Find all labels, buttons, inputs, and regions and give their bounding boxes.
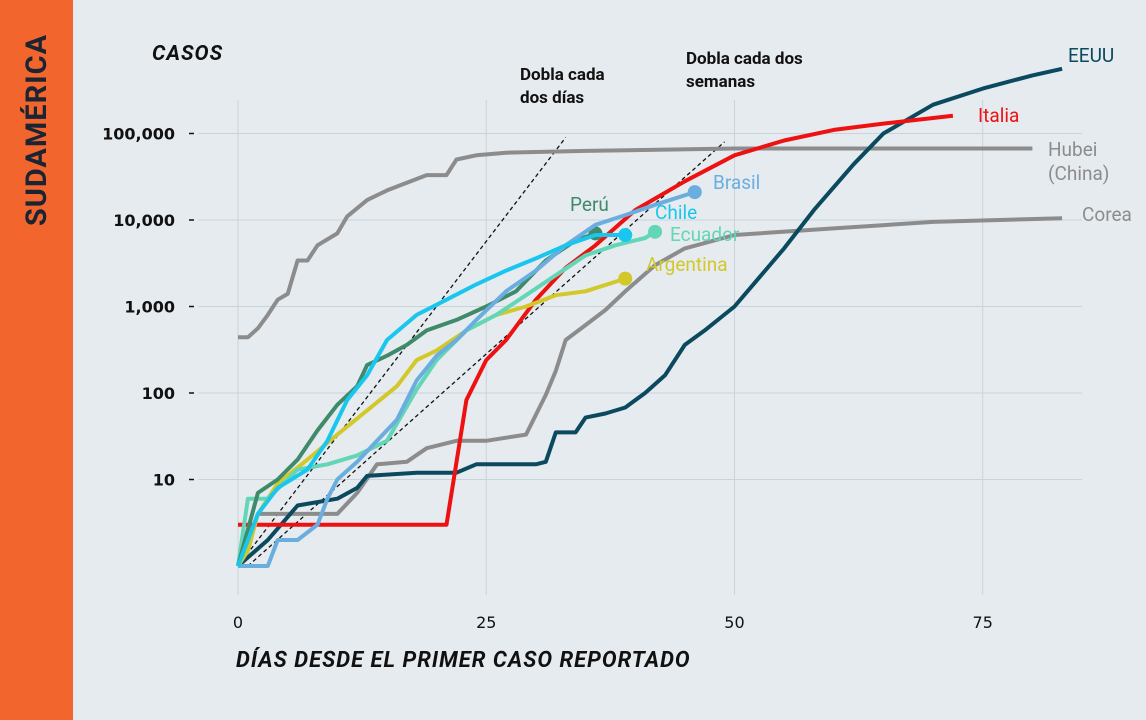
doubling-label: Dobla cada dos días bbox=[520, 65, 605, 108]
end-marker bbox=[648, 224, 663, 239]
series-label: Ecuador bbox=[670, 223, 740, 246]
series-label: Argentina bbox=[646, 253, 728, 276]
series-line bbox=[236, 216, 1063, 567]
y-tick-label: 1,000 bbox=[124, 298, 175, 317]
x-tick-label: 75 bbox=[973, 613, 993, 632]
end-marker bbox=[618, 271, 633, 286]
y-tick-label: 100 bbox=[142, 384, 175, 403]
series-label: Perú bbox=[570, 193, 609, 216]
series-label: Corea bbox=[1082, 203, 1132, 226]
series-line bbox=[238, 113, 954, 527]
series-label: Brasil bbox=[713, 171, 761, 194]
x-axis-title: DÍAS DESDE EL PRIMER CASO REPORTADO bbox=[236, 648, 691, 673]
end-marker bbox=[687, 185, 702, 200]
series-line bbox=[236, 66, 1063, 568]
y-tick-label: 100,000 bbox=[102, 125, 175, 144]
series-line bbox=[236, 233, 626, 567]
x-tick-label: 0 bbox=[233, 613, 243, 632]
doubling-label: Dobla cada dos semanas bbox=[686, 49, 803, 92]
series-label: Hubei (China) bbox=[1048, 138, 1110, 185]
y-tick-label: 10,000 bbox=[113, 211, 175, 230]
end-marker bbox=[618, 228, 633, 243]
x-tick-label: 50 bbox=[724, 613, 744, 632]
series-label: Italia bbox=[978, 104, 1020, 127]
x-tick-label: 25 bbox=[476, 613, 496, 632]
side-band bbox=[0, 0, 73, 720]
series-line bbox=[238, 190, 696, 568]
doubling-line bbox=[237, 137, 567, 567]
series-label: EEUU bbox=[1068, 44, 1115, 67]
series-line bbox=[238, 146, 1033, 340]
series-label: Chile bbox=[655, 201, 698, 224]
series-line bbox=[236, 230, 657, 567]
chart-title: CASOS bbox=[152, 42, 224, 66]
y-tick-label: 10 bbox=[153, 471, 175, 490]
series-line bbox=[236, 231, 597, 567]
